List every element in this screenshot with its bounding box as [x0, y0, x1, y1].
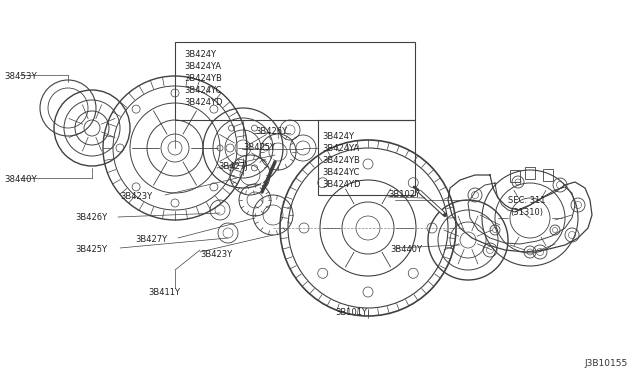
Text: 3B424YA: 3B424YA — [184, 62, 221, 71]
Text: 3B424YA: 3B424YA — [322, 144, 359, 153]
Text: 3B424YB: 3B424YB — [322, 156, 360, 165]
Text: SEC. 311: SEC. 311 — [508, 196, 545, 205]
Bar — [525, 167, 535, 179]
Text: 3B424Y: 3B424Y — [322, 132, 354, 141]
Text: 3B424YC: 3B424YC — [322, 168, 360, 177]
Text: 3B424YD: 3B424YD — [184, 98, 223, 107]
Text: 3B427Y: 3B427Y — [135, 235, 167, 244]
Text: 3B423Y: 3B423Y — [120, 192, 152, 201]
Text: 3B426Y: 3B426Y — [255, 127, 287, 136]
Text: 38453Y: 38453Y — [4, 72, 36, 81]
Text: 3B424Y: 3B424Y — [184, 50, 216, 59]
Text: 3B427J: 3B427J — [218, 162, 248, 171]
Text: 3B424YD: 3B424YD — [322, 180, 360, 189]
Text: J3B10155: J3B10155 — [585, 359, 628, 368]
Text: 3B424YB: 3B424YB — [184, 74, 222, 83]
Text: 38440Y: 38440Y — [4, 175, 36, 184]
Text: 3B423Y: 3B423Y — [200, 250, 232, 259]
Text: 3B101Y: 3B101Y — [335, 308, 367, 317]
Text: 3B426Y: 3B426Y — [75, 213, 107, 222]
Text: 3B425Y: 3B425Y — [75, 245, 107, 254]
Text: 3B102Y: 3B102Y — [388, 190, 420, 199]
Text: 3B424YC: 3B424YC — [184, 86, 221, 95]
Text: 3B411Y: 3B411Y — [148, 288, 180, 297]
Bar — [543, 169, 553, 181]
Text: 3B425Y: 3B425Y — [243, 143, 275, 152]
Bar — [510, 170, 520, 182]
Text: (31310): (31310) — [510, 208, 543, 217]
Text: 3B440Y: 3B440Y — [390, 245, 422, 254]
